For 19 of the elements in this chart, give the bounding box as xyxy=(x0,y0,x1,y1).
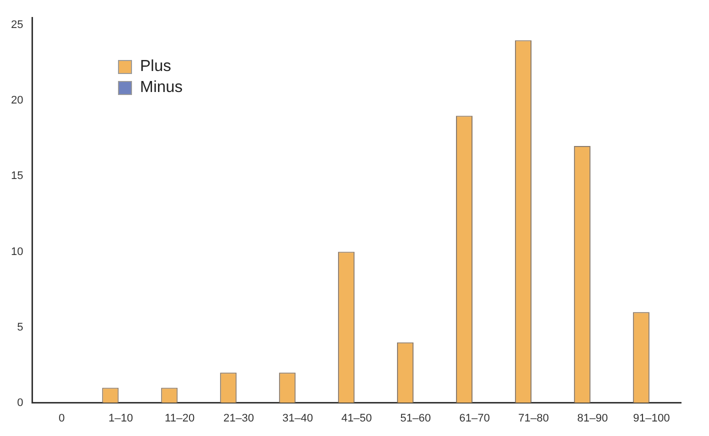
x-tick-label: 51–60 xyxy=(400,412,431,424)
y-tick-label: 0 xyxy=(17,396,24,409)
x-tick-label: 71–80 xyxy=(518,412,549,424)
x-tick-label: 31–40 xyxy=(282,412,313,424)
y-tick-label: 5 xyxy=(17,321,24,334)
x-tick-label: 91–100 xyxy=(633,412,670,424)
x-tick-label: 21–30 xyxy=(223,412,254,424)
legend-label: Minus xyxy=(140,79,183,97)
y-tick-label: 15 xyxy=(10,170,24,182)
x-tick-label: 81–90 xyxy=(577,412,608,424)
x-tick-label: 11–20 xyxy=(164,412,195,424)
x-tick-label: 0 xyxy=(58,412,65,424)
y-tick-label: 20 xyxy=(10,94,24,107)
x-tick-label: 61–70 xyxy=(459,412,490,424)
x-tick-label: 1–10 xyxy=(108,412,133,424)
legend-label: Plus xyxy=(140,58,172,76)
y-tick-label: 10 xyxy=(10,246,24,258)
x-tick-label: 41–50 xyxy=(341,412,372,424)
y-tick-label: 25 xyxy=(10,19,24,32)
